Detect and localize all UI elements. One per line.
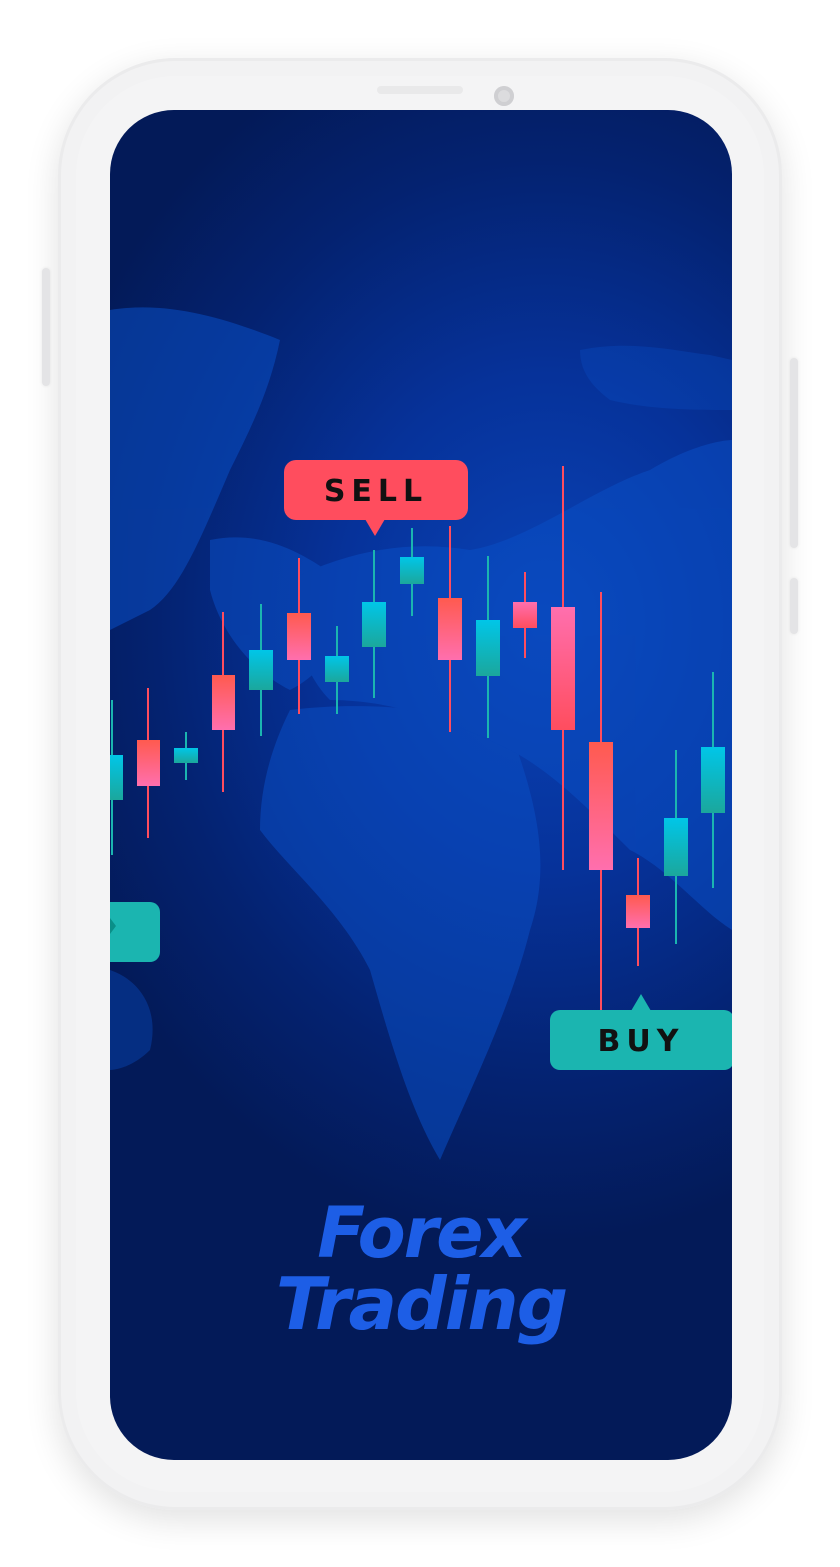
volume-button [42, 268, 50, 386]
candle [476, 556, 500, 738]
candle [287, 558, 311, 714]
buy-tag: BUY [550, 994, 732, 1070]
camera-icon [494, 86, 514, 106]
brand-title-line1: Forex [317, 1192, 527, 1274]
sell-tag: SELL [284, 460, 468, 536]
candle [701, 672, 725, 888]
candle [400, 528, 424, 616]
candle [249, 604, 273, 736]
candle [626, 858, 650, 966]
candle [174, 732, 198, 780]
candle [664, 750, 688, 944]
candle [137, 688, 160, 838]
partial-tag [110, 902, 160, 962]
candle [362, 550, 386, 698]
speaker-grille [377, 86, 463, 94]
power-button [790, 358, 798, 548]
candle [551, 466, 575, 870]
candle [589, 592, 613, 1010]
candle [325, 626, 349, 714]
candle [110, 700, 123, 855]
side-button [790, 578, 798, 634]
chart-canvas: SELL BUY [110, 307, 732, 1160]
sell-label: SELL [324, 474, 428, 509]
app-screen: SELL BUY Forex Trading [110, 110, 732, 1460]
candlestick-series [110, 466, 725, 1010]
candle [513, 572, 537, 658]
buy-label: BUY [598, 1024, 685, 1059]
candle [212, 612, 235, 792]
brand-title-line2: Trading [275, 1262, 568, 1346]
candle [438, 526, 462, 732]
